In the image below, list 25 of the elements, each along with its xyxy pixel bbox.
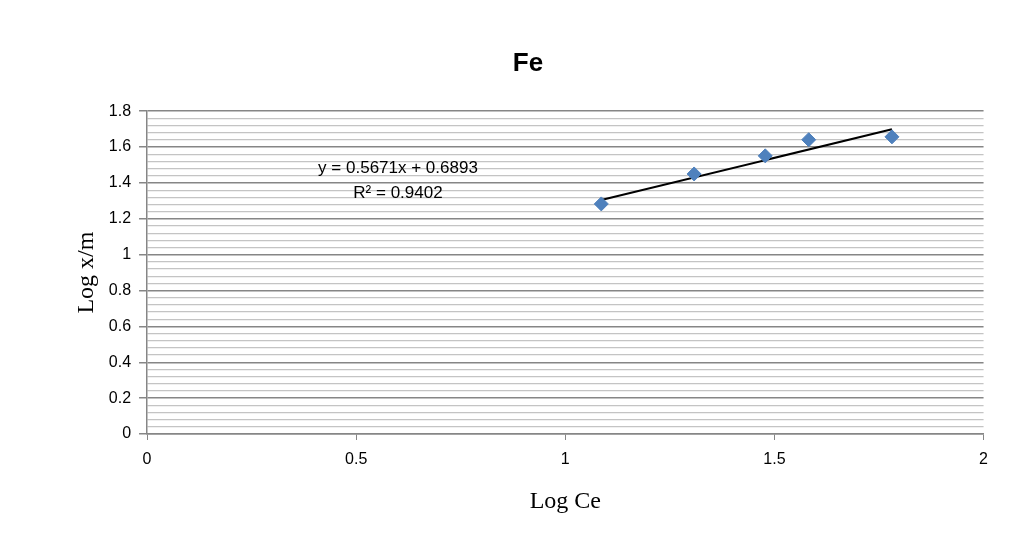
y-tick-label: 1.6 <box>108 137 132 155</box>
y-tick-label: 0.6 <box>108 316 132 334</box>
point <box>686 166 702 182</box>
x-tick-label: 1 <box>560 450 570 468</box>
chart-title: Fe <box>512 46 544 77</box>
y-tick-label: 1.4 <box>108 173 132 191</box>
y-tick-label: 0 <box>122 424 132 442</box>
y-tick-label: 1.8 <box>108 101 132 119</box>
y-tick-label: 1.2 <box>108 209 132 227</box>
x-tick-label: 0 <box>142 450 152 468</box>
point <box>884 129 900 145</box>
y-tick-label: 1 <box>122 245 132 263</box>
annotation: R² = 0.9402 <box>353 182 443 202</box>
annotation: y = 0.5671x + 0.6893 <box>318 157 478 177</box>
point <box>757 148 773 164</box>
y-tick-label: 0.4 <box>108 352 132 370</box>
x-tick-label: 2 <box>979 450 989 468</box>
y-tick-label: 0.8 <box>108 280 132 298</box>
y-tick-label: 0.2 <box>108 388 132 406</box>
y-axis-title: Log x/m <box>71 231 98 314</box>
point <box>801 132 817 148</box>
x-tick-label: 0.5 <box>345 450 368 468</box>
x-axis-title: Log Ce <box>529 486 601 513</box>
point <box>593 196 609 212</box>
x-tick-label: 1.5 <box>763 450 786 468</box>
